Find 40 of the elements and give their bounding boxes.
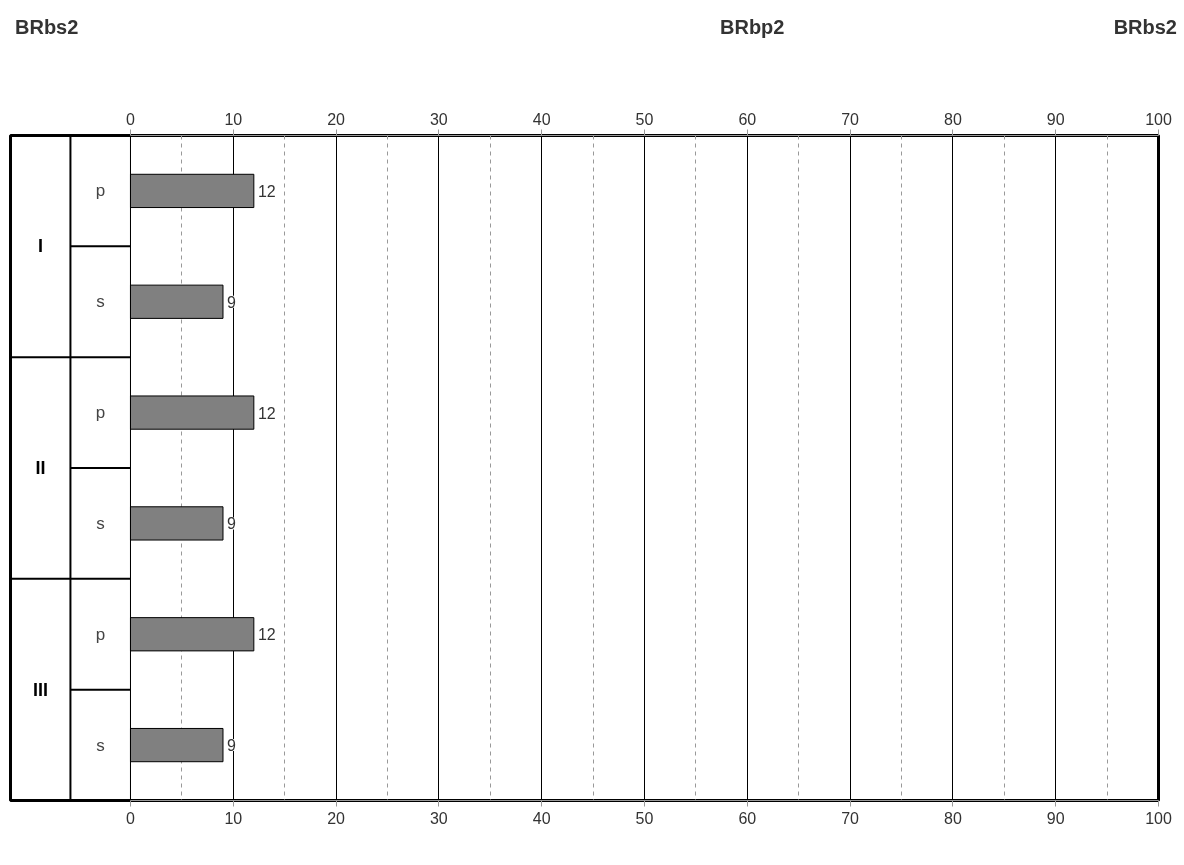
x-tick-label: 50: [635, 110, 654, 128]
x-tick-label: 10: [224, 110, 243, 128]
text: II: [35, 458, 46, 478]
x2-tick-label: 40: [532, 809, 551, 827]
x2-tick-label: 70: [841, 809, 860, 827]
data-label: 9: [227, 515, 237, 533]
x-tick-label: 100: [1145, 110, 1172, 128]
x2-tick-label: 10: [224, 809, 243, 827]
x-tick-label: 80: [944, 110, 962, 128]
data-label: 12: [257, 404, 276, 422]
x2-tick-label: 50: [635, 809, 654, 827]
x2-tick-label: 0: [126, 809, 136, 827]
x-tick-label: 30: [429, 110, 448, 128]
y-tick-label: p: [95, 181, 106, 201]
x-tick-label: 20: [327, 110, 346, 128]
x2-tick-label: 90: [1046, 809, 1065, 827]
text: III: [32, 679, 48, 700]
x-tick-label: 70: [841, 110, 860, 128]
x-tick-label: 0: [126, 110, 136, 128]
y-tick-label: s: [96, 735, 105, 755]
x-tick-label: 60: [738, 110, 757, 128]
text: BRbp2: [720, 15, 785, 40]
y-tick-label: s: [96, 292, 105, 312]
x2-tick-label: 30: [429, 809, 448, 827]
x-tick-label: 40: [532, 110, 551, 128]
y-tick-label: p: [95, 403, 106, 423]
x2-tick-label: 60: [738, 809, 757, 827]
text: BRbs2: [1113, 15, 1177, 40]
data-label: 9: [227, 293, 237, 311]
y-tick-label: s: [96, 513, 105, 533]
data-label: 12: [257, 626, 276, 644]
data-label: 9: [227, 737, 237, 755]
text: BRbs2: [15, 15, 79, 40]
x2-tick-label: 20: [327, 809, 346, 827]
x2-tick-label: 80: [944, 809, 962, 827]
data-label: 12: [257, 182, 276, 200]
y-tick-label: p: [95, 624, 106, 644]
x2-tick-label: 100: [1145, 809, 1172, 827]
x-tick-label: 90: [1046, 110, 1065, 128]
text: I: [37, 236, 43, 257]
